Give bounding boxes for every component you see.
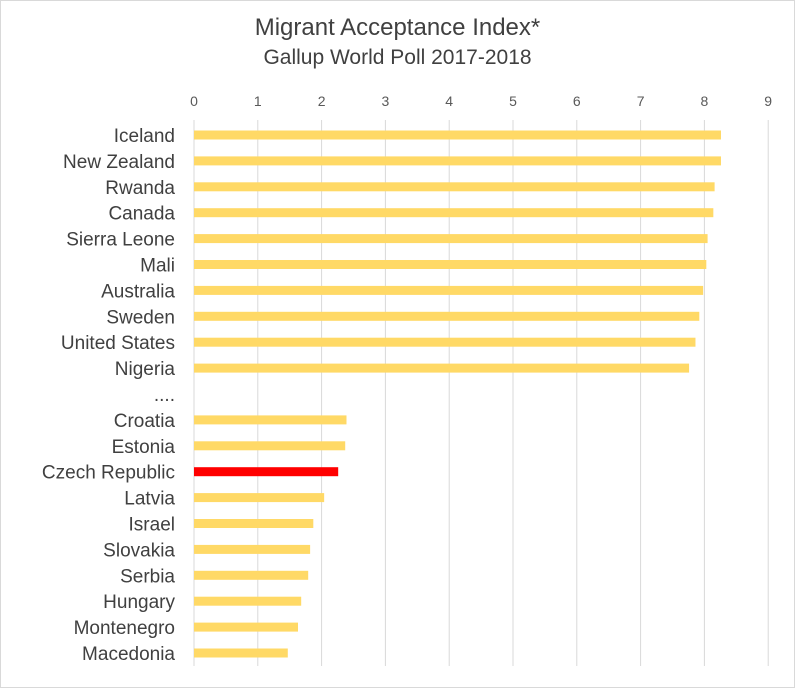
- x-tick-label: 3: [382, 93, 390, 109]
- bar: [194, 622, 298, 632]
- category-label: Israel: [129, 515, 175, 536]
- category-label: Canada: [108, 204, 175, 225]
- bar: [194, 285, 704, 295]
- bar: [194, 311, 700, 321]
- x-tick-label: 1: [254, 93, 262, 109]
- bar: [194, 363, 690, 373]
- category-label: New Zealand: [63, 152, 175, 173]
- x-tick-label: 7: [637, 93, 645, 109]
- category-label: Slovakia: [103, 540, 175, 561]
- x-tick-label: 4: [445, 93, 453, 109]
- bar: [194, 467, 339, 477]
- category-label: United States: [61, 333, 175, 354]
- category-label: Croatia: [114, 411, 176, 432]
- bar: [194, 208, 714, 218]
- x-tick-label: 6: [573, 93, 581, 109]
- bar: [194, 415, 347, 425]
- x-tick-label: 9: [764, 93, 772, 109]
- category-labels: Iceland New Zealand Rwanda Canada Sierra Leo…: [42, 126, 176, 665]
- category-label: Rwanda: [105, 178, 175, 199]
- x-tick-labels: 0 1 2 3 4 5 6 7 8 9: [190, 93, 772, 109]
- category-label: Sierra Leone: [66, 230, 175, 251]
- bar: [194, 648, 288, 658]
- bar: [194, 156, 721, 166]
- bar: [194, 570, 309, 580]
- bar: [194, 260, 707, 269]
- category-label: Czech Republic: [42, 463, 175, 484]
- bar: [194, 182, 715, 192]
- bar: [194, 441, 346, 451]
- category-label: Latvia: [124, 489, 175, 510]
- category-label: Montenegro: [74, 618, 175, 639]
- category-label: Macedonia: [82, 644, 175, 665]
- category-label: Hungary: [103, 592, 175, 613]
- x-tick-label: 8: [701, 93, 709, 109]
- grid-lines: [193, 120, 769, 666]
- chart-subtitle: Gallup World Poll 2017-2018: [263, 46, 532, 69]
- x-tick-label: 2: [318, 93, 326, 109]
- category-label: Australia: [101, 281, 175, 302]
- category-label: Sweden: [106, 307, 175, 328]
- category-label: Iceland: [114, 126, 175, 147]
- category-label: ....: [154, 385, 175, 406]
- chart-title: Migrant Acceptance Index*: [254, 14, 541, 41]
- bar: [194, 596, 302, 606]
- bar: [194, 544, 311, 554]
- bar: [194, 234, 708, 244]
- bars: [194, 130, 721, 658]
- bar: [194, 519, 314, 528]
- category-label: Serbia: [120, 566, 175, 587]
- bar: [194, 337, 696, 347]
- bar: [194, 493, 325, 503]
- category-label: Nigeria: [115, 359, 176, 380]
- bar: [194, 130, 721, 140]
- category-label: Estonia: [112, 437, 176, 458]
- x-tick-label: 5: [509, 93, 517, 109]
- category-label: Mali: [140, 256, 175, 277]
- x-tick-label: 0: [190, 93, 198, 109]
